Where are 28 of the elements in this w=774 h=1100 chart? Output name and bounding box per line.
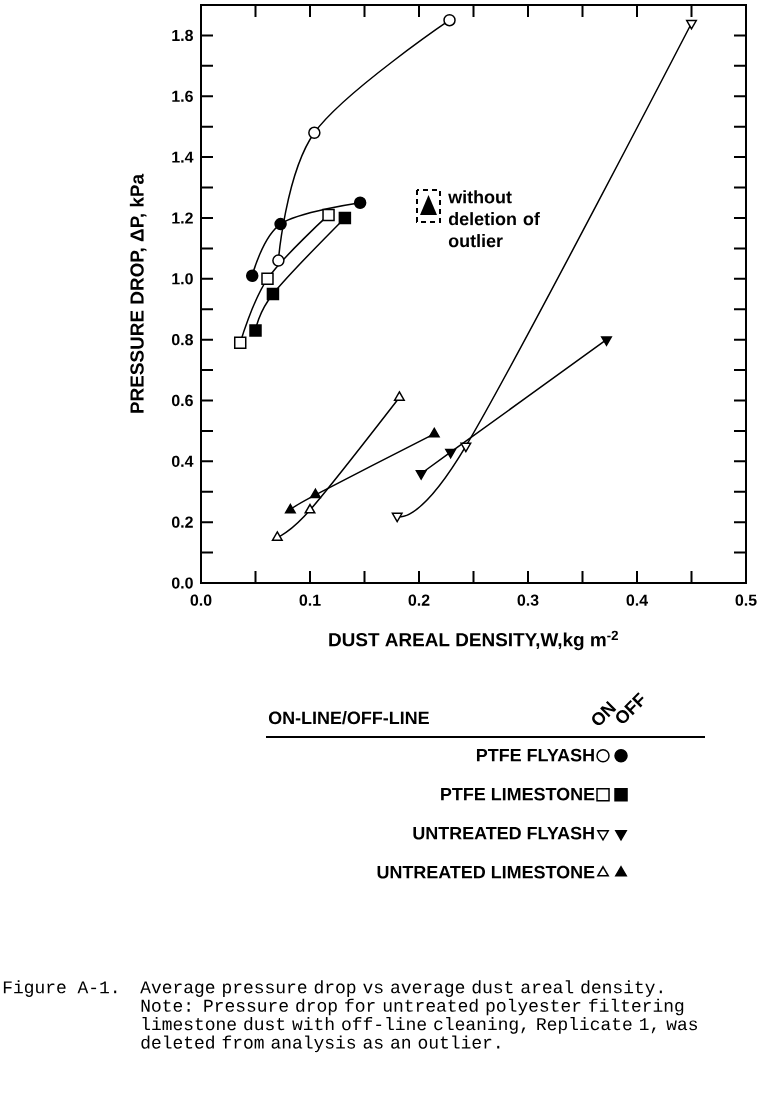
text: Average pressure drop vs average dust areal density. bbox=[140, 980, 662, 997]
y-tick-label: 1.6 bbox=[172, 90, 193, 102]
legend-label: PTFE LIMESTONE bbox=[441, 787, 595, 801]
legend-title: ON-LINE/OFF-LINE bbox=[268, 711, 429, 725]
y-axis-title: PRESSURE DROP, ΔP, kPa bbox=[129, 173, 147, 413]
y-tick-label: 0.8 bbox=[171, 334, 193, 346]
annotation: without deletion of outlier bbox=[448, 190, 540, 248]
x-tick-label: 0.4 bbox=[626, 594, 648, 606]
text: Note: Pressure drop for untreated polyester filtering limestone dust with off-line cleaning, Replicate 1, was deleted from analysis as an outlier. bbox=[141, 998, 698, 1053]
y-tick-label: 0.4 bbox=[171, 455, 194, 467]
legend-label: PTFE FLYASH bbox=[476, 748, 594, 762]
y-tick-label: 1.0 bbox=[172, 273, 193, 285]
legend-label: UNTREATED FLYASH bbox=[413, 826, 594, 840]
x-tick-label: 0.0 bbox=[190, 594, 212, 606]
y-tick-label: 1.2 bbox=[172, 212, 193, 224]
x-tick-label: 0.5 bbox=[735, 594, 757, 606]
y-tick-label: 1.4 bbox=[172, 151, 194, 163]
x-tick-label: 0.1 bbox=[299, 594, 321, 606]
y-tick-label: 1.8 bbox=[172, 29, 193, 42]
text: ON bbox=[592, 700, 617, 726]
text: Figure A-1. bbox=[3, 980, 117, 997]
y-tick-label: 0.6 bbox=[171, 394, 193, 407]
x-axis-title: DUST AREAL DENSITY,W,kg m$^{-2}$ bbox=[329, 630, 618, 651]
legend-label: UNTREATED LIMESTONE bbox=[377, 865, 595, 879]
y-tick-label: 0.0 bbox=[171, 577, 193, 589]
x-tick-label: 0.2 bbox=[408, 594, 430, 606]
y-tick-label: 0.2 bbox=[171, 516, 193, 528]
x-tick-label: 0.3 bbox=[517, 594, 539, 606]
